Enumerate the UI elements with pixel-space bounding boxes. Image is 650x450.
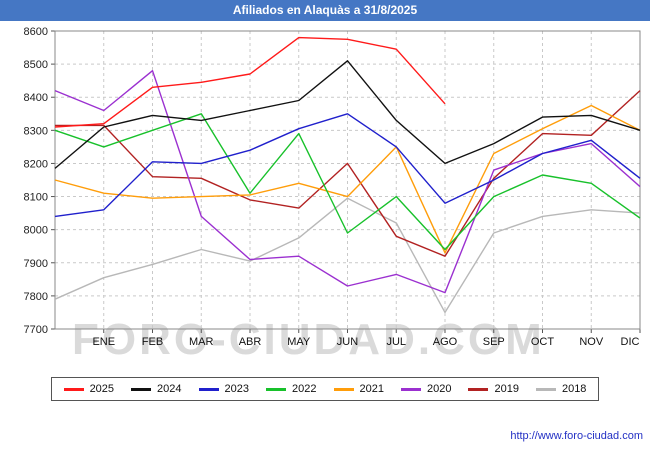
- svg-text:SEP: SEP: [483, 336, 505, 348]
- svg-text:NOV: NOV: [579, 336, 604, 348]
- legend-label-2019: 2019: [494, 383, 519, 395]
- legend-swatch-2025: [63, 387, 84, 391]
- svg-text:8000: 8000: [24, 225, 48, 237]
- svg-text:7700: 7700: [24, 324, 48, 336]
- legend-swatch-2021: [333, 387, 354, 391]
- svg-text:8600: 8600: [24, 26, 48, 38]
- legend-swatch-2018: [535, 387, 556, 391]
- legend-swatch-2024: [131, 387, 152, 391]
- legend: 2025 2024 2023 2022 2021 2020 2019 2018: [50, 377, 600, 401]
- legend-swatch-2023: [198, 387, 219, 391]
- legend-label-2020: 2020: [426, 383, 452, 395]
- legend-item-2019: 2019: [468, 383, 519, 395]
- svg-text:JUL: JUL: [386, 336, 406, 348]
- svg-text:MAY: MAY: [287, 336, 311, 348]
- svg-text:8400: 8400: [24, 92, 48, 104]
- line-chart: 7700 7800 7900 8000 8100 8200 8300 8400 8500 8600…: [24, 26, 641, 348]
- footer: http://www.foro-ciudad.com: [510, 426, 643, 444]
- legend-item-2018: 2018: [535, 383, 587, 395]
- svg-text:8100: 8100: [24, 192, 48, 204]
- svg-text:MAR: MAR: [189, 336, 214, 348]
- svg-text:FEB: FEB: [142, 336, 163, 348]
- legend-item-2022: 2022: [266, 383, 317, 395]
- svg-text:OCT: OCT: [531, 336, 555, 348]
- footer-link[interactable]: http://www.foro-ciudad.com: [510, 430, 643, 442]
- legend-item-2024: 2024: [131, 383, 182, 395]
- legend-swatch-2022: [266, 387, 287, 391]
- legend-item-2020: 2020: [400, 383, 452, 395]
- legend-label-2023: 2023: [224, 383, 250, 395]
- svg-text:8200: 8200: [24, 158, 48, 170]
- legend-swatch-2019: [468, 387, 489, 391]
- svg-text:7800: 7800: [24, 291, 48, 303]
- svg-text:AGO: AGO: [433, 336, 458, 348]
- svg-text:ABR: ABR: [239, 336, 262, 348]
- svg-text:7900: 7900: [24, 258, 48, 270]
- legend-item-2021: 2021: [333, 383, 384, 395]
- legend-swatch-2020: [400, 387, 421, 391]
- svg-text:ENE: ENE: [92, 336, 115, 348]
- legend-label-2021: 2021: [359, 383, 384, 395]
- legend-item-2025: 2025: [63, 383, 115, 395]
- chart-area: FORO-CIUDAD.COM 7700 7800 7900 8000 8100 8200…: [0, 21, 650, 364]
- legend-label-2018: 2018: [561, 383, 587, 395]
- svg-text:JUN: JUN: [337, 336, 358, 348]
- page-title: Afiliados en Alaquàs a 31/8/2025: [0, 0, 650, 21]
- legend-label-2022: 2022: [292, 383, 317, 395]
- svg-text:DIC: DIC: [621, 336, 640, 348]
- legend-label-2024: 2024: [157, 383, 182, 395]
- legend-label-2025: 2025: [89, 383, 115, 395]
- svg-text:8500: 8500: [24, 59, 48, 71]
- legend-item-2023: 2023: [198, 383, 250, 395]
- svg-text:8300: 8300: [24, 125, 48, 137]
